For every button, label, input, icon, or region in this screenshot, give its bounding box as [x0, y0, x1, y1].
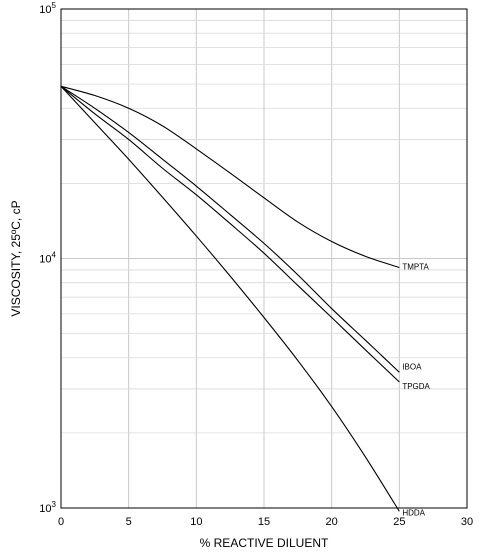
y-axis-label: VISCOSITY, 25ºC, cP — [9, 200, 23, 316]
x-tick-label: 10 — [190, 516, 202, 528]
x-tick-label: 20 — [326, 516, 338, 528]
series-line-tpgda — [60, 85, 400, 383]
x-tick-label: 30 — [461, 516, 473, 528]
series-line-iboa — [60, 85, 400, 373]
series-label-tpgda: TPGDA — [402, 382, 430, 391]
series-lines — [60, 85, 400, 512]
series-label-iboa: IBOA — [402, 362, 422, 371]
series-line-tmpta — [60, 85, 400, 269]
y-tick-label: 103 — [39, 500, 56, 515]
x-tick-label: 25 — [393, 516, 405, 528]
y-tick-label: 105 — [39, 1, 56, 16]
x-tick-label: 0 — [58, 516, 64, 528]
series-labels: TMPTA IBOA TPGDA HDDA — [402, 263, 430, 518]
y-tick-label: 104 — [39, 251, 56, 266]
x-axis-label: % REACTIVE DILUENT — [200, 536, 329, 550]
series-line-hdda — [60, 85, 400, 512]
y-tick-labels: 105 104 103 — [39, 1, 56, 515]
x-tick-label: 15 — [258, 516, 270, 528]
x-tick-labels: 0 5 10 15 20 25 30 — [58, 516, 473, 528]
x-tick-label: 5 — [126, 516, 132, 528]
series-label-hdda: HDDA — [402, 508, 425, 517]
plot-frame — [60, 8, 468, 509]
grid — [61, 9, 467, 508]
series-label-tmpta: TMPTA — [402, 263, 429, 272]
